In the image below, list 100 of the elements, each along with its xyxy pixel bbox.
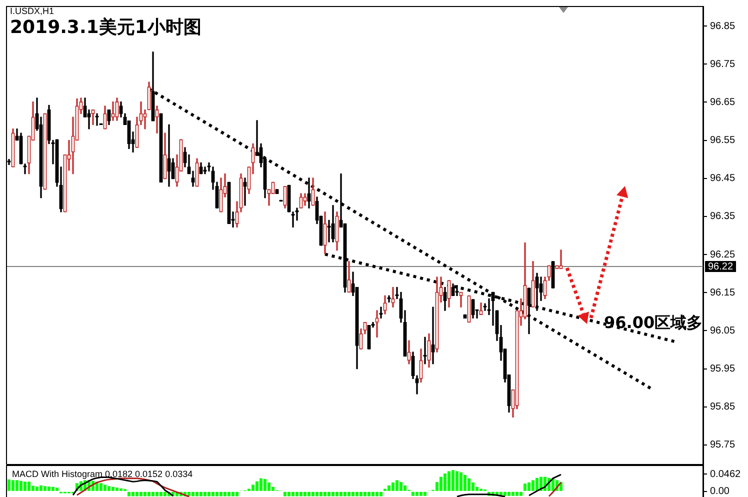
candlestick — [391, 286, 395, 308]
y-tick-label: 96.05 — [710, 325, 736, 336]
bar — [416, 492, 418, 496]
bar — [292, 492, 294, 496]
bar — [344, 492, 346, 496]
candlestick — [11, 128, 15, 168]
candlestick — [463, 314, 467, 318]
bar — [360, 492, 362, 496]
candlestick — [551, 261, 555, 288]
y-tick-label: 0.0462 — [710, 468, 742, 480]
candlestick — [127, 120, 131, 149]
bar — [288, 492, 290, 496]
bar — [40, 485, 42, 491]
candlestick — [347, 261, 351, 293]
bar — [464, 474, 466, 491]
candlestick — [427, 333, 431, 368]
bar — [208, 492, 210, 496]
candlestick — [227, 182, 231, 224]
bar — [216, 492, 218, 496]
bar — [400, 482, 402, 491]
candlestick — [467, 295, 471, 323]
candlestick — [103, 106, 107, 130]
bar — [304, 492, 306, 496]
y-tick-label: 95.95 — [710, 364, 736, 375]
bar — [508, 492, 510, 496]
bar — [332, 492, 334, 496]
candlestick — [531, 261, 535, 308]
bar — [8, 479, 10, 491]
bar — [132, 492, 134, 496]
candlestick — [559, 250, 563, 269]
candlestick — [387, 295, 391, 302]
candlestick — [459, 292, 463, 308]
bar — [444, 473, 446, 491]
candlestick — [311, 178, 315, 206]
bar — [396, 480, 398, 491]
candlestick — [91, 109, 95, 126]
bar — [388, 485, 390, 491]
bar — [284, 492, 286, 496]
candlestick — [471, 299, 475, 318]
y-tick-label: 96.75 — [710, 58, 736, 70]
bar — [472, 482, 474, 491]
bar — [16, 480, 18, 491]
candlestick — [383, 295, 387, 314]
bar — [232, 492, 234, 496]
bar — [116, 488, 118, 491]
candlestick — [111, 102, 115, 121]
candlestick — [431, 306, 435, 364]
bar — [148, 492, 150, 496]
bar — [48, 486, 50, 491]
candlestick — [271, 182, 275, 194]
bar — [536, 478, 538, 491]
text: 2019.3.1美元1小时图 — [10, 17, 202, 38]
candlestick — [107, 109, 111, 126]
bar — [336, 492, 338, 496]
bar — [520, 492, 522, 496]
y-tick-label: 95.85 — [710, 402, 736, 413]
bar — [104, 484, 106, 491]
candlestick — [447, 280, 451, 308]
bar — [160, 492, 162, 496]
candlestick — [335, 212, 339, 251]
bar — [300, 492, 302, 496]
bar — [44, 486, 46, 491]
bar — [196, 492, 198, 496]
candlestick — [115, 98, 119, 121]
candlestick — [159, 113, 163, 183]
bar — [352, 492, 354, 496]
y-tick-label: 95.75 — [710, 440, 736, 451]
candlestick — [199, 162, 203, 174]
bar — [348, 492, 350, 496]
bar — [420, 492, 422, 496]
candlestick — [407, 340, 411, 364]
bar — [200, 492, 202, 496]
ref-line-label: 96.22 — [708, 261, 734, 272]
bar — [260, 478, 262, 491]
bar — [268, 482, 270, 491]
y-tick-label: 96.55 — [710, 135, 736, 146]
candlestick — [419, 348, 423, 382]
bar — [28, 482, 30, 491]
bar — [100, 483, 102, 491]
bar — [316, 492, 318, 496]
bar — [448, 471, 450, 491]
candlestick — [283, 186, 287, 208]
chart-title: MACD With Histogram 0.0182 0.0152 0.0334 — [12, 469, 193, 479]
bar — [20, 480, 22, 491]
bar — [220, 492, 222, 496]
candlestick — [195, 158, 199, 187]
bar — [364, 492, 366, 496]
candlestick — [555, 265, 559, 269]
bar — [376, 492, 378, 496]
bar — [380, 492, 382, 496]
bar — [504, 492, 506, 496]
candlestick — [435, 276, 439, 352]
bar — [340, 492, 342, 496]
bar — [264, 479, 266, 491]
candlestick — [479, 302, 483, 316]
candlestick — [423, 336, 427, 364]
candlestick — [87, 109, 91, 130]
bar — [404, 485, 406, 491]
candlestick — [43, 113, 47, 190]
candlestick — [455, 285, 459, 296]
